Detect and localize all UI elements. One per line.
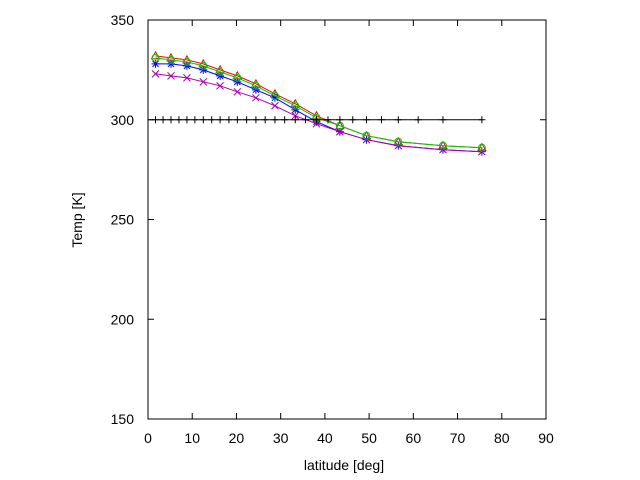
y-tick-label: 200: [111, 311, 135, 327]
data-point-x: [271, 101, 279, 110]
x-tick-label: 20: [229, 430, 245, 446]
x-axis-label: latitude [deg]: [304, 457, 384, 473]
data-point-circle: [199, 61, 208, 70]
data-point-circle: [216, 67, 225, 76]
data-point-x: [199, 77, 208, 86]
x-tick-label: 70: [450, 430, 466, 446]
data-point-circle: [151, 53, 160, 62]
data-point-circle: [394, 137, 403, 146]
marker-stroke: [291, 111, 300, 120]
x-tick-label: 40: [317, 430, 333, 446]
data-point-star: [151, 59, 160, 68]
marker-stroke: [216, 81, 224, 90]
x-tick-label: 0: [144, 430, 152, 446]
data-point-x: [252, 93, 260, 102]
x-tick-label: 10: [184, 430, 200, 446]
data-point-circle: [270, 91, 279, 100]
data-point-x: [312, 119, 321, 128]
marker-stroke: [151, 70, 160, 78]
marker-stroke: [199, 77, 208, 86]
marker-stroke: [336, 127, 344, 136]
y-tick-label: 350: [111, 12, 135, 28]
data-point-x: [167, 72, 175, 80]
y-tick-label: 150: [111, 411, 135, 427]
data-point-x: [216, 81, 224, 90]
data-point-circle: [291, 101, 300, 110]
data-point-x: [151, 70, 160, 78]
marker-stroke: [183, 74, 191, 82]
x-tick-label: 30: [273, 430, 289, 446]
x-tick-label: 90: [538, 430, 554, 446]
marker-stroke: [271, 101, 279, 110]
data-point-circle: [477, 143, 486, 152]
y-tick-label: 300: [111, 112, 135, 128]
marker-stroke: [233, 87, 242, 96]
marker-stroke: [152, 60, 159, 68]
y-axis-label: Temp [K]: [69, 192, 85, 247]
tick-layer: 0 10 20 30 40 50 60 70 80 90 150 200 250 300 350: [111, 12, 554, 446]
data-point-circle: [362, 131, 371, 140]
data-point-x: [336, 127, 344, 136]
data-point-x: [183, 74, 191, 82]
x-tick-label: 80: [494, 430, 510, 446]
data-point-circle: [233, 73, 242, 82]
marker-stroke: [271, 94, 279, 102]
series-line-x: [155, 73, 482, 153]
series-line-star: [155, 63, 482, 153]
data-point-circle: [438, 141, 447, 150]
data-point-circle: [251, 81, 260, 90]
data-point-circle: [182, 57, 191, 66]
plot-frame: [147, 19, 547, 420]
x-tick-label: 60: [406, 430, 422, 446]
series-line-circle: [155, 57, 482, 149]
data-point-x: [233, 87, 242, 96]
series-layer: [150, 50, 487, 156]
reference-layer: [148, 116, 486, 124]
marker-stroke: [252, 93, 260, 102]
y-tick-label: 250: [111, 212, 135, 228]
data-point-x: [291, 111, 300, 120]
marker-stroke: [167, 72, 175, 80]
x-tick-label: 50: [361, 430, 377, 446]
data-point-circle: [166, 55, 175, 64]
marker-stroke: [312, 119, 321, 128]
